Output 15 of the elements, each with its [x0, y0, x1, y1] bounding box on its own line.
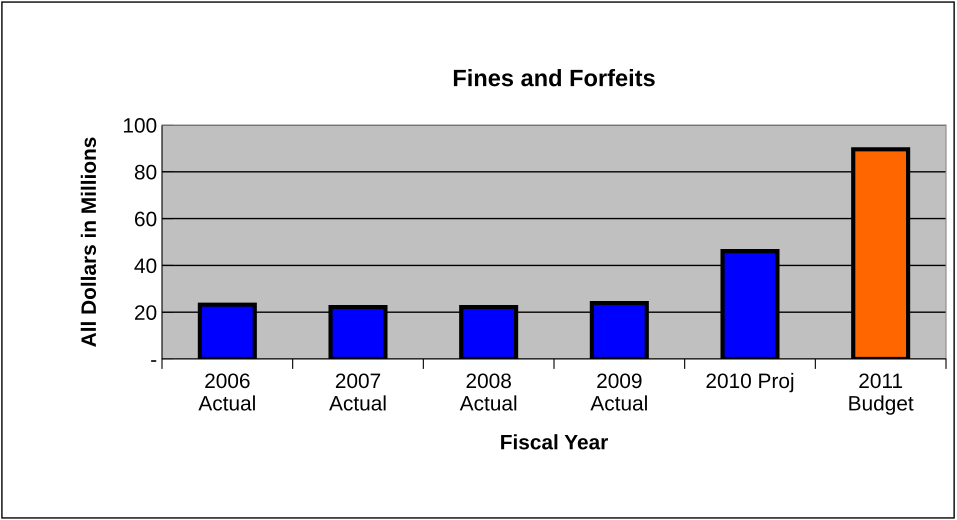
- y-tick-label: 100: [124, 118, 156, 133]
- x-tick-label: 2007 Actual: [329, 373, 386, 411]
- y-tick-label: 40: [134, 258, 156, 274]
- x-tick-label: 2006 Actual: [198, 373, 255, 411]
- y-tick-label: 60: [135, 212, 156, 226]
- x-tick-label: 2008 Actual: [460, 373, 516, 411]
- x-axis-title: Fiscal Year: [501, 434, 608, 450]
- y-axis-title: All Dollars in Millions: [80, 138, 96, 347]
- x-tick-label: 2011 Budget: [849, 373, 914, 415]
- chart-title: Fines and Forfeits: [454, 69, 655, 86]
- y-tick-label: 80: [134, 164, 156, 180]
- x-tick-label: 2010 Proj: [706, 372, 794, 392]
- y-tick-label: -: [151, 360, 156, 362]
- x-tick-label: 2009 Actual: [590, 373, 647, 411]
- y-tick-label: 20: [135, 305, 156, 320]
